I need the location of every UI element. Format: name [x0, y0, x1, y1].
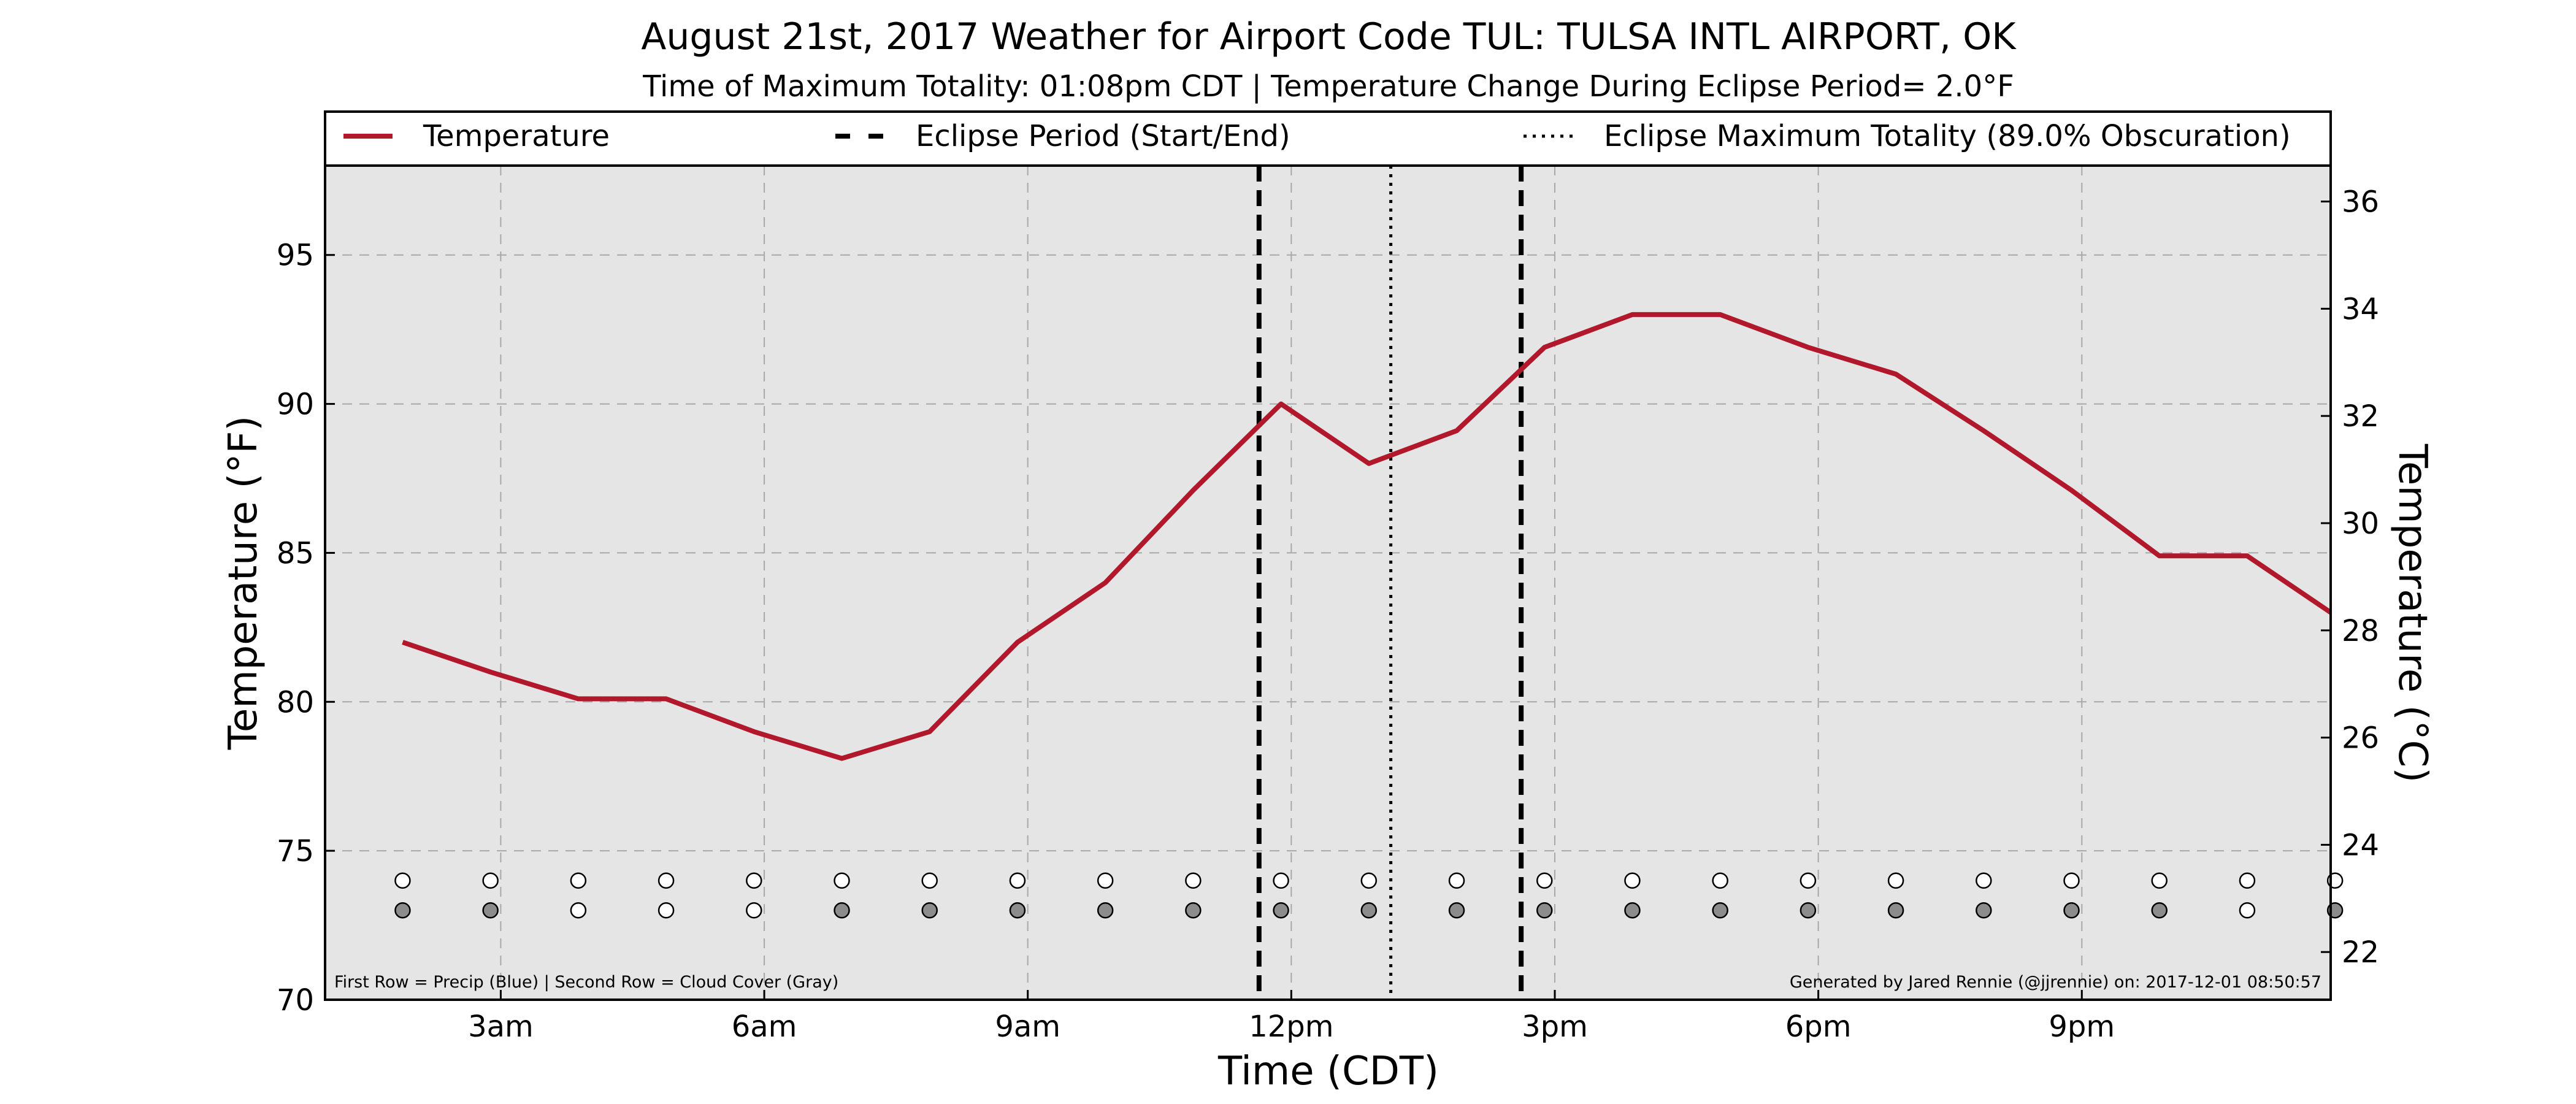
y-tick-label-left: 75: [277, 834, 314, 868]
cloud-cover-marker: [1185, 902, 1202, 919]
legend-totality-label: Eclipse Maximum Totality (89.0% Obscurat…: [1604, 119, 2291, 153]
cloud-cover-marker: [1536, 902, 1553, 919]
precip-marker: [1624, 872, 1641, 889]
y-axis-label-left: Temperature (°F): [221, 416, 266, 751]
precip-marker: [1887, 872, 1904, 889]
precip-marker: [1536, 872, 1553, 889]
precip-marker: [1712, 872, 1728, 889]
chart-subtitle: Time of Maximum Totality: 01:08pm CDT | …: [642, 69, 2014, 104]
x-axis-label: Time (CDT): [1217, 1049, 1439, 1094]
precip-marker: [834, 872, 850, 889]
precip-marker: [1976, 872, 1992, 889]
y-axis-label-right: Temperature (°C): [2390, 443, 2435, 783]
indicator-rows: [394, 872, 2344, 919]
cloud-cover-marker: [1448, 902, 1465, 919]
cloud-cover-marker: [834, 902, 850, 919]
legend-box: [324, 110, 2332, 167]
cloud-cover-marker: [1097, 902, 1114, 919]
y-tick-label-right: 22: [2342, 935, 2379, 970]
x-tick-label: 9pm: [2049, 1010, 2115, 1044]
y-tick-label-left: 70: [277, 983, 314, 1018]
precip-marker: [657, 872, 675, 889]
cloud-cover-marker: [394, 902, 411, 919]
eclipse-lines: [1256, 166, 1524, 1000]
x-tick-label: 6am: [732, 1010, 797, 1044]
y-tick-label-right: 36: [2342, 185, 2379, 220]
y-tick-label-right: 34: [2342, 292, 2379, 326]
cloud-cover-marker: [2151, 902, 2168, 919]
cloud-cover-marker: [746, 902, 762, 919]
cloud-cover-marker: [921, 902, 938, 919]
precip-marker: [2239, 872, 2256, 889]
series-layer: [402, 312, 2331, 761]
x-tick-label: 12pm: [1249, 1010, 1333, 1044]
y-tick-label-right: 30: [2342, 507, 2379, 541]
precip-marker: [1097, 872, 1114, 889]
y-tick-label-left: 95: [277, 239, 314, 273]
cloud-cover-marker: [570, 902, 587, 919]
precip-marker: [2151, 872, 2168, 889]
cloud-cover-marker: [2239, 902, 2256, 919]
legend-temperature-label: Temperature: [423, 119, 610, 153]
precip-marker: [2063, 872, 2080, 889]
cloud-cover-marker: [1800, 902, 1817, 919]
legend: Temperature Eclipse Period (Start/End) E…: [324, 110, 2332, 167]
precip-marker: [570, 872, 587, 889]
x-tick-label: 9am: [995, 1010, 1060, 1044]
y-tick-label-right: 24: [2342, 828, 2379, 862]
x-tick-label: 3am: [468, 1010, 534, 1044]
y-tick-label-left: 90: [277, 388, 314, 422]
axis-ticks: 3am 6am 9am 12pm 3pm 6pm 9pm 70 75 80 85 90 95 22 24 26…: [277, 185, 2379, 1044]
cloud-cover-marker: [1273, 902, 1289, 919]
chart-title: August 21st, 2017 Weather for Airport Co…: [641, 15, 2017, 58]
temperature-line: [402, 312, 2331, 761]
precip-marker: [1009, 872, 1026, 889]
cloud-cover-marker: [2063, 902, 2080, 919]
cloud-cover-marker: [482, 902, 499, 919]
grid-lines: [325, 166, 2331, 1000]
precip-marker: [1448, 872, 1465, 889]
cloud-cover-marker: [1712, 902, 1728, 919]
precip-marker: [394, 872, 411, 889]
footnote-left: First Row = Precip (Blue) | Second Row =…: [334, 973, 838, 992]
y-tick-label-right: 28: [2342, 614, 2379, 648]
precip-marker: [482, 872, 499, 889]
y-tick-label-right: 32: [2342, 399, 2379, 434]
precip-marker: [1360, 872, 1378, 889]
y-tick-label-left: 80: [277, 685, 314, 719]
cloud-cover-marker: [1360, 902, 1378, 919]
y-tick-label-left: 85: [277, 536, 314, 570]
cloud-cover-marker: [1976, 902, 1992, 919]
y-tick-label-right: 26: [2342, 721, 2379, 756]
precip-marker: [1185, 872, 1202, 889]
cloud-cover-marker: [1009, 902, 1026, 919]
cloud-cover-marker: [1624, 902, 1641, 919]
x-tick-label: 3pm: [1522, 1010, 1588, 1044]
legend-eclipse-period-label: Eclipse Period (Start/End): [916, 119, 1290, 153]
plot-area: [325, 166, 2331, 1000]
cloud-cover-marker: [657, 902, 675, 919]
precip-marker: [1273, 872, 1289, 889]
precip-marker: [746, 872, 762, 889]
x-tick-label: 6pm: [1785, 1010, 1852, 1044]
footnote-right: Generated by Jared Rennie (@jjrennie) on…: [1790, 973, 2321, 992]
cloud-cover-marker: [1887, 902, 1904, 919]
precip-marker: [921, 872, 938, 889]
precip-marker: [1800, 872, 1817, 889]
